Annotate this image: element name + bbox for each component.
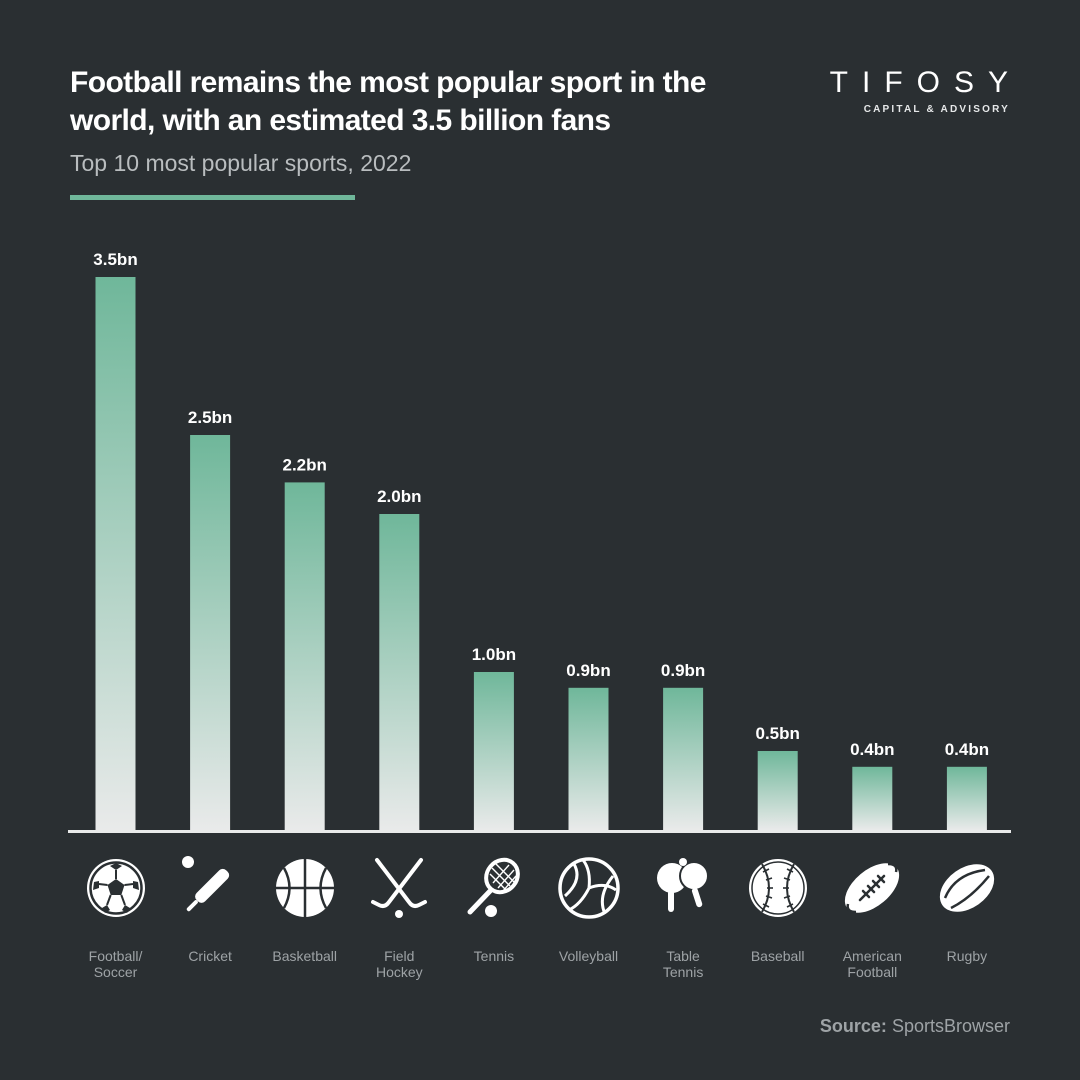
data-label: 0.4bn [945,740,989,759]
category-label: Basketball [250,948,360,964]
bar-american-football [852,766,893,830]
baseball-icon [742,852,814,924]
bar-volleyball [568,687,609,830]
category-label-line: Volleyball [558,948,619,964]
bar-cricket [190,435,231,830]
category-label: Baseball [723,948,833,964]
category-label-line: Table [666,948,700,964]
cricket-bat-icon [174,852,246,924]
bar-baseball [757,751,798,830]
data-label: 0.9bn [566,661,610,680]
bar-basketball [284,482,325,830]
category-label-line: Field [384,948,415,964]
category-label: American Football [817,948,927,980]
american-football-icon [836,852,908,924]
chart-title: Football remains the most popular sport … [70,66,706,137]
logo-tagline: CAPITAL & ADVISORY [863,104,1010,115]
bar-football-soccer [95,277,136,830]
hockey-sticks-icon [363,852,435,924]
soccer-ball-icon [80,852,152,924]
source-label: Source: [819,1016,887,1036]
category-label: Field Hockey [344,948,454,980]
category-label-line: Hockey [375,964,423,980]
data-label: 2.5bn [188,408,232,427]
category-label-line: Tennis [662,964,704,980]
category-label: Table Tennis [628,948,738,980]
category-label-line: Football/ [88,948,143,964]
data-label: 0.4bn [850,740,894,759]
bar-rugby [946,766,987,830]
brand-logo: TIFOSY CAPITAL & ADVISORY [810,66,1010,115]
category-label-line: Tennis [473,948,515,964]
data-label: 1.0bn [472,645,516,664]
tennis-racket-icon [458,852,530,924]
rugby-ball-icon [931,852,1003,924]
category-label-line: Baseball [750,948,805,964]
category-label-line: Basketball [272,948,337,964]
data-label: 0.9bn [661,661,705,680]
category-label-line: Football [847,964,898,980]
category-label: Tennis [439,948,549,964]
category-label: Volleyball [534,948,644,964]
data-label: 2.2bn [282,455,326,474]
logo-name: TIFOSY [829,66,1022,99]
source-note: Source: SportsBrowser [820,1016,1010,1037]
category-label: Football/Soccer [61,948,171,980]
bar-table-tennis [663,687,704,830]
category-label-line: Cricket [188,948,232,964]
table-tennis-paddles-icon [647,852,719,924]
category-label-line: Rugby [946,948,988,964]
category-label-line: American [842,948,902,964]
source-value: SportsBrowser [891,1016,1010,1036]
data-label: 2.0bn [377,487,421,506]
category-label: Rugby [912,948,1022,964]
chart-subtitle: Top 10 most popular sports, 2022 [70,150,412,176]
data-label: 0.5bn [755,724,799,743]
volleyball-icon [553,852,625,924]
title-accent-bar [70,195,355,200]
data-label: 3.5bn [93,250,137,269]
bar-field-hockey [379,514,420,830]
category-label-line: Soccer [93,964,138,980]
category-label: Cricket [155,948,265,964]
bar-tennis [473,672,514,830]
basketball-icon [269,852,341,924]
